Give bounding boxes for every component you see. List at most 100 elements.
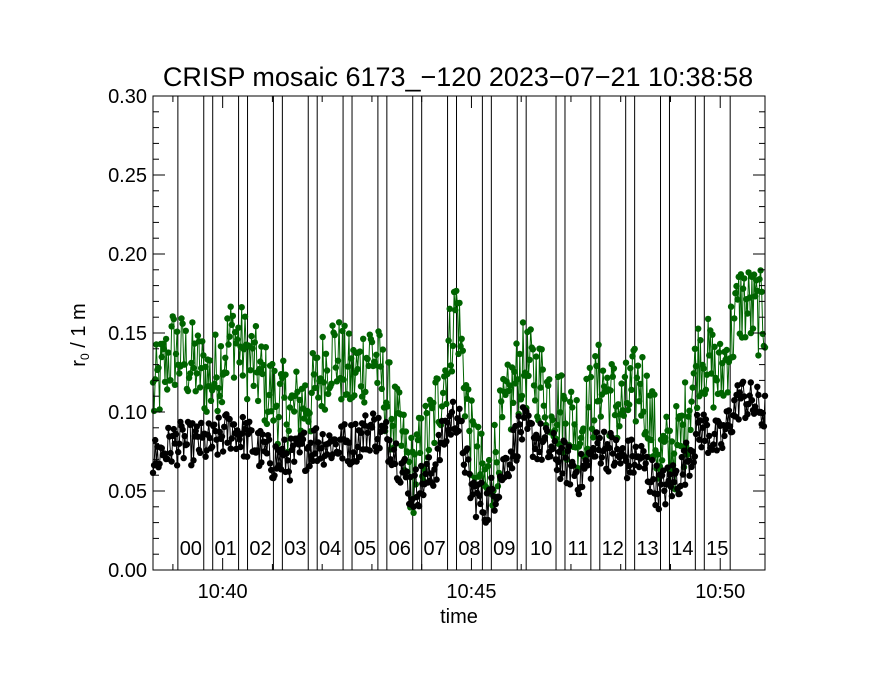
- data-point-green: [529, 346, 537, 353]
- chart-title: CRISP mosaic 6173_−120 2023−07−21 10:38:…: [163, 62, 753, 92]
- data-point-black: [420, 491, 427, 499]
- data-point-black: [701, 437, 708, 444]
- data-point-green: [465, 386, 472, 393]
- segment-boundaries: [177, 96, 731, 570]
- data-point-green: [611, 411, 619, 419]
- data-point-green: [710, 404, 717, 411]
- data-point-green: [285, 427, 292, 435]
- data-point-green: [616, 423, 623, 430]
- data-point-black: [432, 461, 439, 468]
- data-point-black: [559, 470, 566, 477]
- data-point-green: [593, 362, 600, 370]
- data-point-black: [173, 462, 181, 469]
- data-point-black: [412, 466, 419, 473]
- data-point-black: [352, 420, 359, 428]
- data-point-green: [411, 451, 418, 458]
- data-point-black: [735, 416, 742, 423]
- data-point-green: [265, 391, 273, 399]
- data-point-green: [597, 413, 604, 420]
- data-point-green: [723, 346, 730, 354]
- data-point-black: [374, 435, 381, 443]
- data-point-green: [745, 269, 752, 276]
- data-point-black: [606, 444, 613, 452]
- data-point-green: [247, 367, 254, 374]
- data-point-green: [755, 352, 762, 359]
- data-point-green: [663, 413, 670, 420]
- data-point-black: [693, 411, 701, 419]
- y-axis: 0.00 0.05 0.10 0.15 0.20 0.25 0.30: [108, 86, 765, 582]
- data-point-green: [358, 393, 366, 400]
- data-point-green: [259, 370, 266, 378]
- data-point-black: [725, 407, 733, 414]
- data-point-green: [368, 338, 376, 346]
- data-point-green: [348, 355, 355, 362]
- data-point-black: [433, 476, 440, 483]
- data-point-green: [372, 362, 379, 369]
- data-point-black: [503, 455, 510, 462]
- data-point-green: [270, 417, 277, 424]
- x-tick-label: 10:50: [695, 581, 745, 603]
- data-point-green: [510, 399, 517, 406]
- data-point-black: [477, 500, 484, 508]
- data-point-black: [332, 441, 339, 448]
- segment-label-09: 09: [493, 538, 515, 560]
- x-axis-label: time: [440, 606, 478, 628]
- data-point-black: [183, 441, 191, 448]
- data-point-green: [388, 415, 395, 423]
- y-tick-label: 0.20: [108, 244, 147, 266]
- data-point-green: [673, 403, 680, 410]
- data-point-black: [518, 436, 526, 443]
- data-point-green: [632, 418, 639, 425]
- data-point-black: [448, 408, 456, 416]
- data-point-black: [375, 414, 382, 422]
- data-point-green: [310, 371, 318, 378]
- segment-label-15: 15: [706, 538, 728, 560]
- data-point-black: [584, 462, 591, 469]
- data-point-green: [322, 350, 330, 357]
- data-point-green: [361, 399, 368, 406]
- data-point-green: [162, 335, 170, 343]
- data-point-black: [366, 447, 373, 454]
- data-point-green: [635, 398, 643, 405]
- data-point-black: [689, 448, 696, 455]
- data-point-green: [446, 305, 453, 312]
- data-point-black: [528, 420, 535, 427]
- data-point-black: [698, 444, 705, 451]
- data-point-black: [268, 466, 275, 474]
- data-point-green: [677, 442, 684, 450]
- data-point-black: [719, 444, 726, 452]
- data-point-black: [650, 476, 657, 483]
- data-point-black: [354, 443, 361, 451]
- data-point-green: [319, 333, 326, 341]
- data-point-black: [562, 454, 569, 461]
- data-point-black: [589, 444, 597, 452]
- data-point-green: [589, 434, 597, 441]
- data-point-black: [431, 466, 438, 473]
- data-point-green: [224, 315, 231, 322]
- data-point-black: [221, 423, 228, 430]
- data-point-black: [653, 462, 660, 469]
- data-point-green: [271, 367, 278, 375]
- data-point-green: [250, 382, 257, 389]
- data-point-black: [300, 429, 308, 436]
- segment-label-02: 02: [249, 538, 271, 560]
- data-point-green: [477, 471, 484, 478]
- data-point-black: [680, 447, 688, 454]
- data-point-green: [715, 349, 723, 356]
- data-point-green: [226, 333, 233, 340]
- data-point-black: [557, 475, 564, 483]
- data-point-green: [234, 336, 241, 343]
- data-point-green: [302, 382, 309, 389]
- data-point-green: [338, 396, 345, 403]
- data-point-green: [156, 406, 163, 413]
- data-point-black: [263, 450, 271, 457]
- data-point-green: [217, 343, 225, 350]
- data-point-black: [726, 423, 734, 430]
- data-point-green: [690, 370, 697, 377]
- data-point-green: [325, 390, 332, 398]
- data-point-black: [643, 453, 650, 461]
- data-point-black: [550, 429, 557, 437]
- data-point-black: [284, 457, 291, 464]
- data-point-black: [152, 436, 159, 444]
- data-point-green: [688, 398, 695, 405]
